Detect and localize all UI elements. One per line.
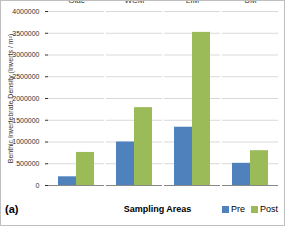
html-text:Pre: Pre <box>231 204 245 214</box>
svg-text:0: 0 <box>36 182 40 189</box>
svg-text:WCM: WCM <box>125 1 145 5</box>
svg-text:Benthic Invertebrate Density (: Benthic Invertebrate Density (Inverts / … <box>7 34 15 164</box>
svg-text:LIM: LIM <box>186 1 200 5</box>
svg-text:3000000: 3000000 <box>12 51 39 58</box>
svg-text:Giac: Giac <box>68 1 84 5</box>
svg-text:4000000: 4000000 <box>12 8 39 15</box>
html-text:(a): (a) <box>5 203 19 215</box>
html-text:Post: Post <box>260 204 278 214</box>
svg-text:1000000: 1000000 <box>12 138 39 145</box>
svg-text:UM: UM <box>244 1 257 5</box>
svg-text:1500000: 1500000 <box>12 116 39 123</box>
svg-text:2000000: 2000000 <box>12 95 39 102</box>
svg-text:2500000: 2500000 <box>12 73 39 80</box>
svg-text:3500000: 3500000 <box>12 29 39 36</box>
svg-text:500000: 500000 <box>16 160 39 167</box>
html-text:Sampling Areas: Sampling Areas <box>123 204 192 214</box>
